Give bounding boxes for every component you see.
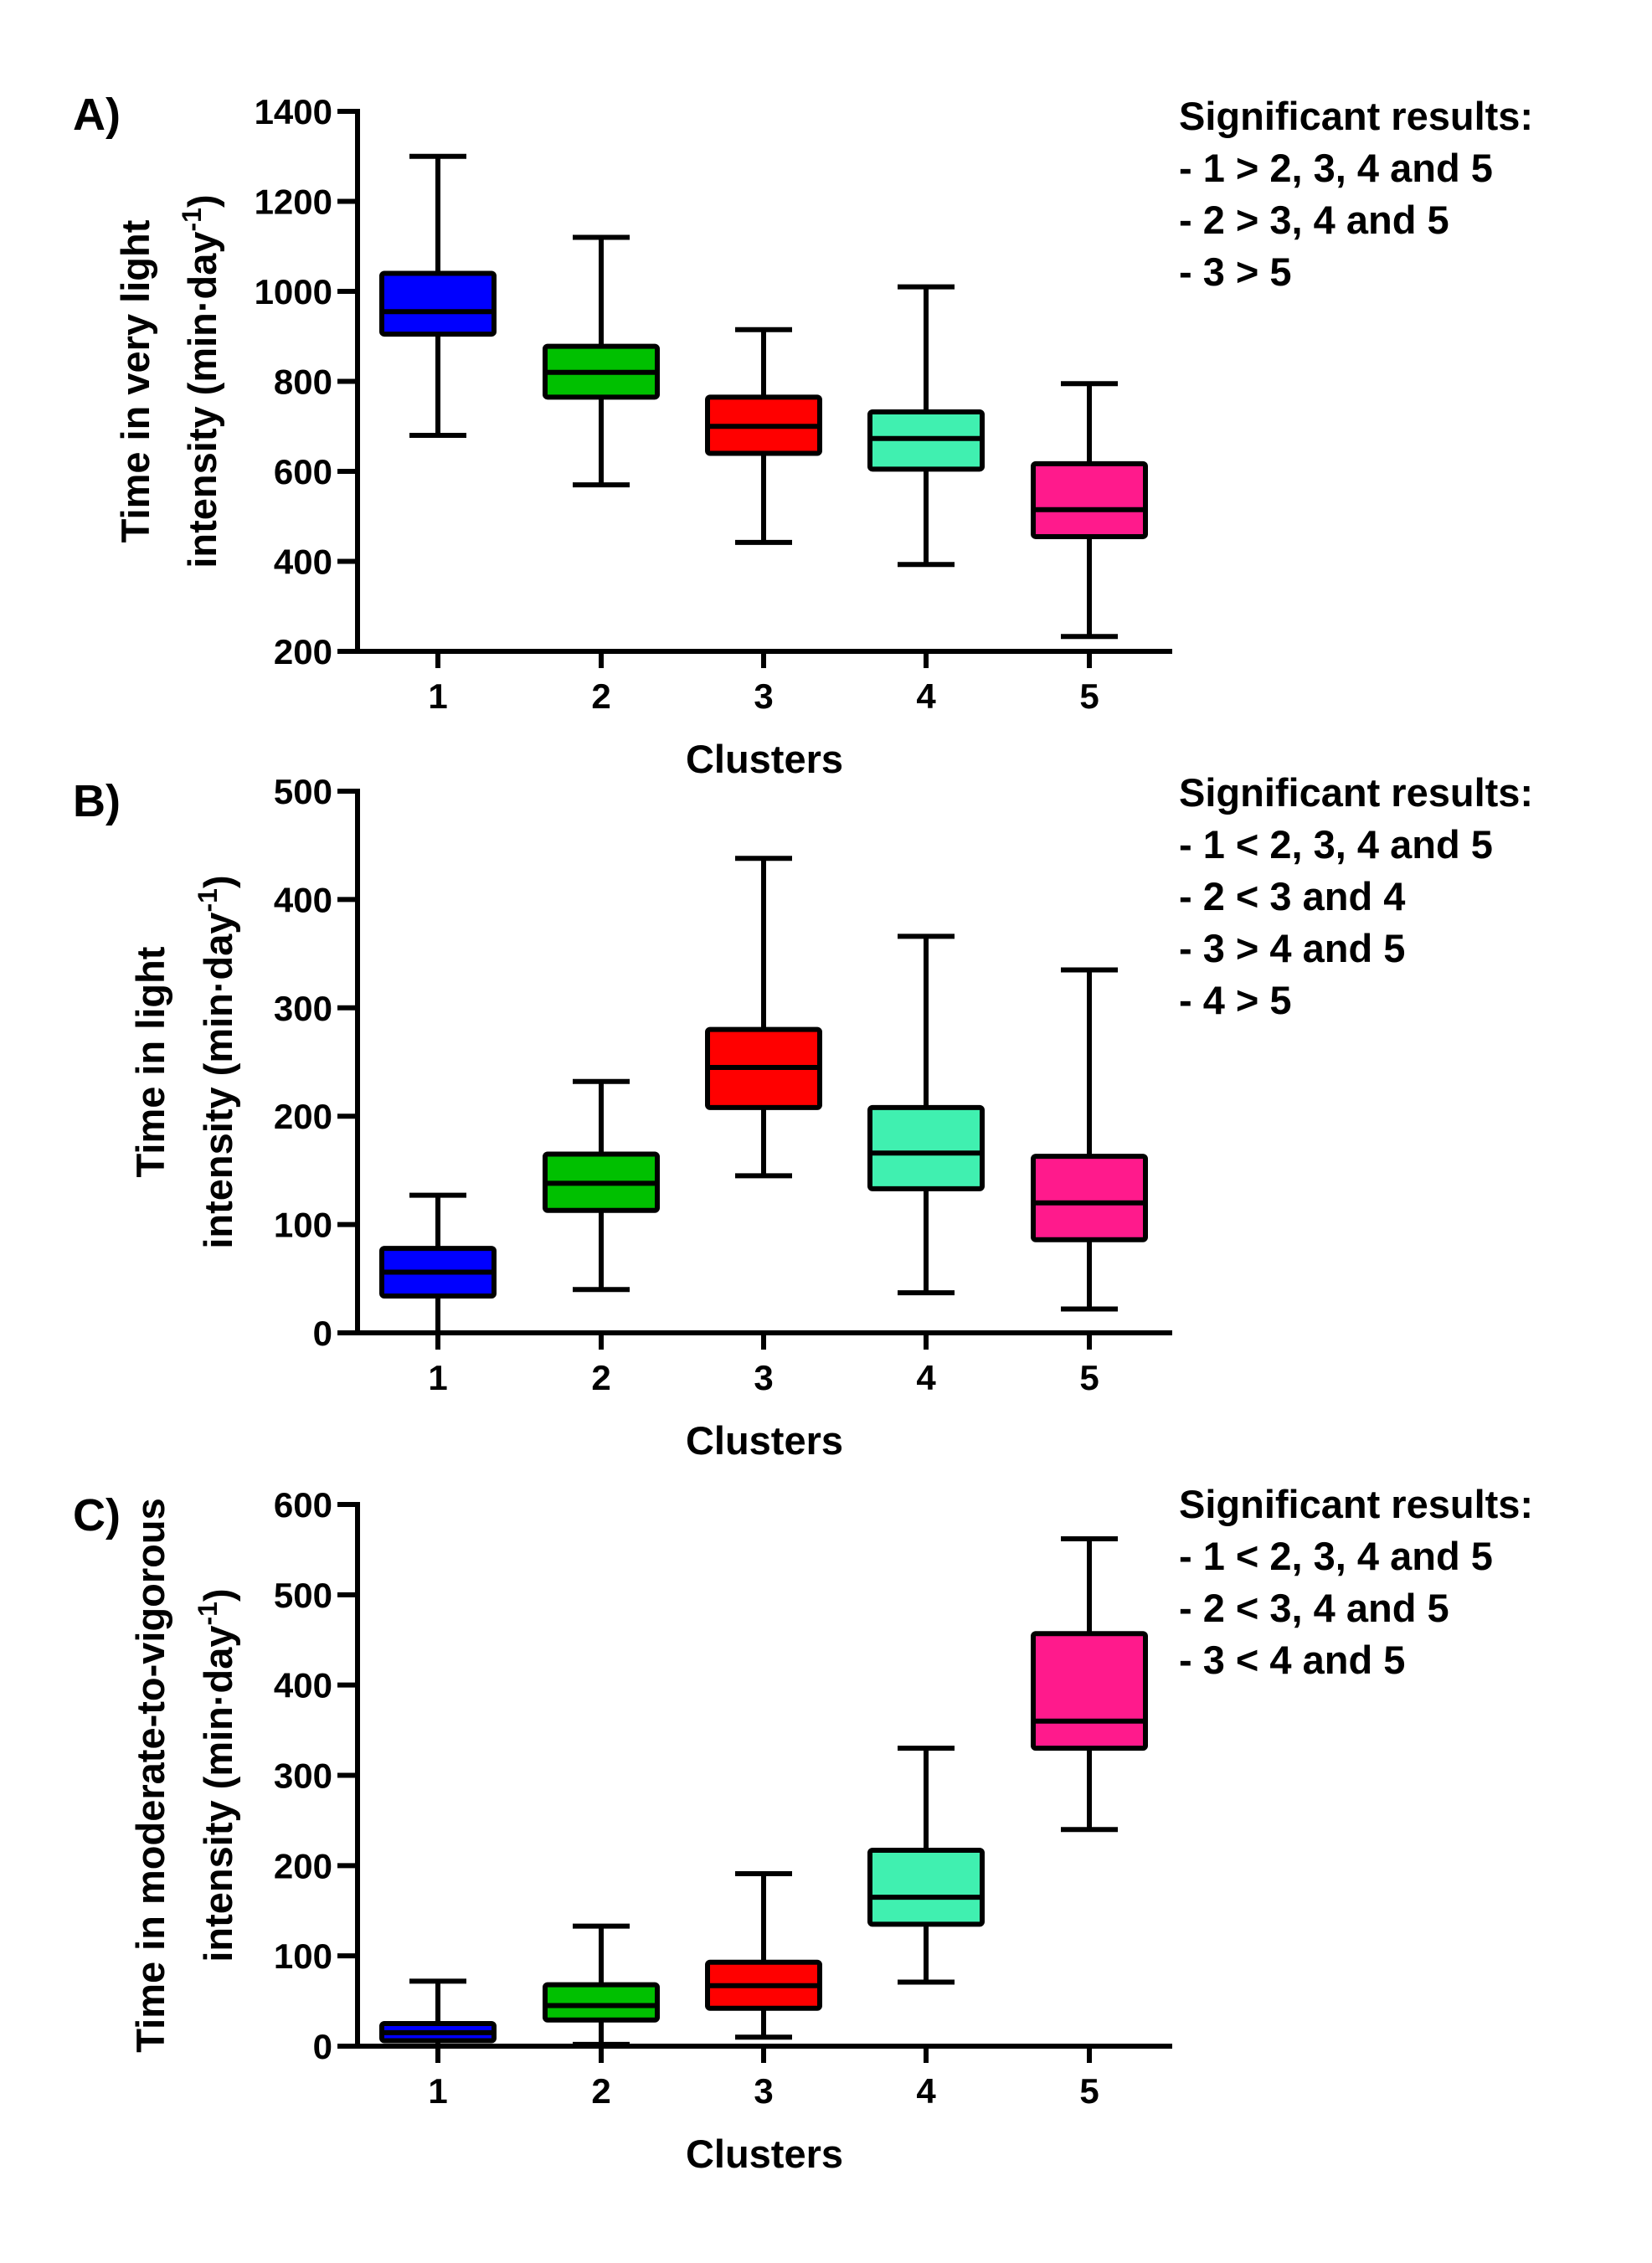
x-tick-label: 1 bbox=[428, 1358, 447, 1397]
y-tick-label: 500 bbox=[274, 1576, 332, 1615]
y-tick-label: 200 bbox=[274, 1846, 332, 1885]
significant-result: - 2 < 3, 4 and 5 bbox=[1179, 1586, 1449, 1630]
y-axis-title-superscript: -1 bbox=[193, 888, 223, 912]
box-cluster-1 bbox=[379, 1192, 497, 1335]
box-cluster-3 bbox=[705, 856, 822, 1179]
y-tick-label: 400 bbox=[274, 543, 332, 582]
box-cluster-5 bbox=[1031, 967, 1148, 1312]
y-axis-title-main: intensity (min·day bbox=[196, 912, 240, 1248]
y-tick-label: 800 bbox=[274, 363, 332, 402]
x-tick-label: 4 bbox=[916, 676, 936, 716]
x-tick-label: 3 bbox=[754, 1358, 773, 1397]
y-axis-title-line1: Time in very light bbox=[113, 219, 157, 543]
box-iqr bbox=[1031, 1154, 1148, 1242]
significant-result: - 3 < 4 and 5 bbox=[1179, 1638, 1405, 1682]
y-tick-label: 300 bbox=[274, 989, 332, 1028]
box-cluster-5 bbox=[1031, 381, 1148, 640]
x-axis-title: Clusters bbox=[686, 2132, 843, 2176]
box-iqr bbox=[379, 270, 497, 337]
box-cluster-2 bbox=[543, 1078, 660, 1293]
y-axis-title-close: ) bbox=[196, 1588, 240, 1602]
y-tick-label: 100 bbox=[274, 1936, 332, 1976]
box-cluster-3 bbox=[705, 327, 822, 545]
y-tick-label: 300 bbox=[274, 1756, 332, 1796]
y-axis-title-superscript: -1 bbox=[193, 1602, 223, 1625]
box-cluster-1 bbox=[379, 1978, 497, 2049]
panel-label: C) bbox=[73, 1490, 121, 1540]
significant-result: - 2 > 3, 4 and 5 bbox=[1179, 198, 1449, 242]
x-axis-title: Clusters bbox=[686, 737, 843, 781]
x-tick-label: 2 bbox=[591, 1358, 610, 1397]
significant-results-heading: Significant results: bbox=[1179, 770, 1533, 815]
box-cluster-4 bbox=[867, 933, 985, 1296]
y-axis-title-close: ) bbox=[180, 194, 224, 208]
panel-a: A) 200 400 600 800 1000 1200 1400 1 2 3 4 5 Clusters T… bbox=[73, 90, 1533, 781]
box-cluster-4 bbox=[867, 284, 985, 568]
significant-result: - 1 > 2, 3, 4 and 5 bbox=[1179, 146, 1493, 190]
significant-results-heading: Significant results: bbox=[1179, 1482, 1533, 1526]
y-tick-label: 600 bbox=[274, 452, 332, 491]
panel-b: B) 0 100 200 300 400 500 1 2 3 4 5 Clusters Time in l… bbox=[73, 770, 1533, 1463]
significant-result: - 4 > 5 bbox=[1179, 978, 1292, 1022]
y-axis-title-line1: Time in light bbox=[128, 946, 172, 1177]
x-tick-label: 2 bbox=[591, 2071, 610, 2111]
x-tick-label: 3 bbox=[754, 676, 773, 716]
y-axis-title-close: ) bbox=[196, 875, 240, 888]
x-tick-label: 5 bbox=[1079, 1358, 1099, 1397]
significant-results-heading: Significant results: bbox=[1179, 94, 1533, 138]
x-tick-label: 3 bbox=[754, 2071, 773, 2111]
box-iqr bbox=[1031, 1631, 1148, 1751]
x-tick-label: 4 bbox=[916, 2071, 936, 2111]
y-tick-label: 1000 bbox=[255, 272, 332, 311]
y-tick-label: 400 bbox=[274, 1666, 332, 1705]
y-tick-label: 100 bbox=[274, 1206, 332, 1245]
x-tick-label: 1 bbox=[428, 2071, 447, 2111]
y-tick-label: 200 bbox=[274, 1097, 332, 1136]
y-axis-title-line2: intensity (min·day-1) bbox=[193, 1588, 240, 1962]
y-tick-label: 500 bbox=[274, 772, 332, 811]
x-tick-label: 2 bbox=[591, 676, 610, 716]
x-tick-label: 5 bbox=[1079, 676, 1099, 716]
y-tick-label: 0 bbox=[313, 2027, 332, 2066]
y-tick-label: 1200 bbox=[255, 183, 332, 222]
box-cluster-3 bbox=[705, 1871, 822, 2040]
y-tick-label: 1400 bbox=[255, 92, 332, 131]
panel-label: B) bbox=[73, 776, 121, 826]
y-axis-title-line1: Time in moderate-to-vigorous bbox=[128, 1498, 172, 2052]
panel-c: C) 0 100 200 300 400 500 600 1 2 3 4 5 Clusters Time i… bbox=[73, 1482, 1533, 2176]
y-tick-label: 200 bbox=[274, 632, 332, 671]
significant-result: - 1 < 2, 3, 4 and 5 bbox=[1179, 822, 1493, 867]
box-cluster-1 bbox=[379, 153, 497, 438]
box-cluster-2 bbox=[543, 234, 660, 488]
box-iqr bbox=[543, 1982, 660, 2023]
significant-result: - 3 > 4 and 5 bbox=[1179, 926, 1405, 970]
box-cluster-4 bbox=[867, 1746, 985, 1985]
y-tick-label: 400 bbox=[274, 880, 332, 919]
box-iqr bbox=[867, 1104, 985, 1191]
y-tick-label: 0 bbox=[313, 1314, 332, 1353]
box-cluster-2 bbox=[543, 1923, 660, 2047]
y-axis-title-main: intensity (min·day bbox=[180, 231, 224, 568]
x-tick-label: 1 bbox=[428, 676, 447, 716]
y-tick-label: 600 bbox=[274, 1485, 332, 1525]
significant-result: - 1 < 2, 3, 4 and 5 bbox=[1179, 1534, 1493, 1578]
box-cluster-5 bbox=[1031, 1535, 1148, 1833]
x-tick-label: 4 bbox=[916, 1358, 936, 1397]
y-axis-title-superscript: -1 bbox=[177, 208, 207, 231]
significant-result: - 3 > 5 bbox=[1179, 249, 1292, 294]
box-iqr bbox=[867, 1848, 985, 1927]
y-axis-title-main: intensity (min·day bbox=[196, 1625, 240, 1962]
significant-result: - 2 < 3 and 4 bbox=[1179, 874, 1405, 918]
y-axis-title-line2: intensity (min·day-1) bbox=[177, 194, 224, 568]
box-iqr bbox=[1031, 460, 1148, 539]
panel-label: A) bbox=[73, 90, 121, 140]
x-axis-title: Clusters bbox=[686, 1418, 843, 1463]
x-tick-label: 5 bbox=[1079, 2071, 1099, 2111]
y-axis-title-line2: intensity (min·day-1) bbox=[193, 875, 240, 1248]
